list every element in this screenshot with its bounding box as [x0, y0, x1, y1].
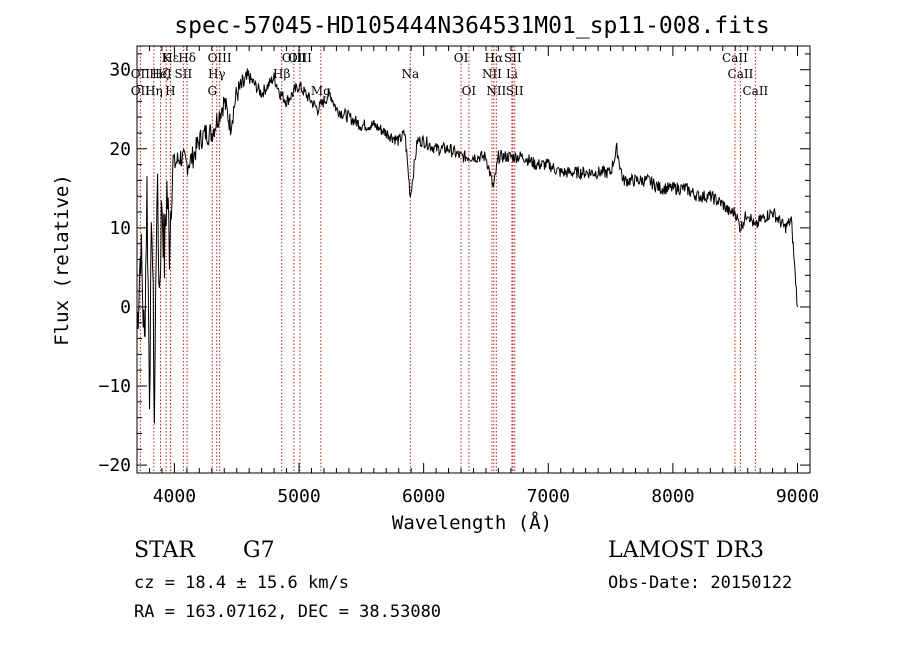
- spectral-line-label: Hδ: [178, 51, 196, 65]
- spectral-line-label: OI: [462, 84, 477, 98]
- x-tick-label: 5000: [277, 486, 320, 507]
- spectral-line-label: OII: [131, 84, 151, 98]
- coordinates: RA = 163.07162, DEC = 38.53080: [134, 602, 442, 622]
- y-axis: −20 −10 0 10 20 30: [98, 53, 810, 476]
- obs-date: Obs-Date: 20150122: [608, 573, 793, 593]
- spectral-line-label: SII: [506, 84, 524, 98]
- spectral-line-label: OIII: [288, 51, 312, 65]
- spectral-line-label: Na: [401, 67, 419, 81]
- y-axis-label: Flux (relative): [51, 174, 73, 346]
- x-tick-label: 8000: [651, 486, 694, 507]
- x-tick-label: 9000: [776, 486, 819, 507]
- chart-title: spec-57045-HD105444N364531M01_sp11-008.f…: [174, 13, 769, 39]
- spectral-line-label: OII: [131, 67, 151, 81]
- y-tick-label: −20: [98, 455, 131, 476]
- y-tick-label: −10: [98, 376, 131, 397]
- spectral-line-label: HeI: [149, 67, 172, 81]
- spectral-line-label: Hβ: [273, 67, 290, 81]
- spectral-line-label: Hζ: [152, 67, 169, 81]
- survey-name: LAMOST DR3: [608, 538, 764, 563]
- subclass: G7: [243, 538, 275, 563]
- x-tick-label: 4000: [153, 486, 196, 507]
- spectral-line-label: CaII: [728, 67, 754, 81]
- y-tick-label: 20: [109, 139, 131, 160]
- spectral-line-label: NII: [486, 84, 506, 98]
- spectral-line-label: Mg: [311, 84, 331, 98]
- object-type: STAR: [134, 538, 195, 563]
- y-tick-label: 30: [109, 60, 131, 81]
- x-tick-label: 7000: [527, 486, 570, 507]
- spectral-line-label: OIII: [282, 51, 306, 65]
- spectral-line-label: CaII: [742, 84, 768, 98]
- plot-frame: [136, 45, 811, 474]
- spectral-line-label: SII: [175, 67, 193, 81]
- y-tick-label: 0: [120, 297, 131, 318]
- flux-series-line: [136, 68, 798, 424]
- line-markers: [139, 46, 756, 473]
- spectral-line-label: G: [207, 84, 217, 98]
- spectral-line-label: K: [162, 51, 172, 65]
- spectral-line-label: Hγ: [208, 67, 226, 81]
- spectral-line-label: Li: [506, 67, 518, 81]
- y-tick-label: 10: [109, 218, 131, 239]
- spectral-line-label: NII: [482, 67, 502, 81]
- spectral-line-label: H: [165, 84, 175, 98]
- spectral-line-label: OIII: [208, 51, 232, 65]
- x-axis-label: Wavelength (Å): [392, 511, 552, 534]
- redshift-cz: cz = 18.4 ± 15.6 km/s: [134, 573, 349, 593]
- spectral-line-label: SII: [504, 51, 522, 65]
- spectral-line-label: Hα: [485, 51, 504, 65]
- spectral-line-label: Hη: [145, 84, 163, 98]
- x-axis: 4000 5000 6000 7000 8000 9000: [136, 46, 819, 507]
- spectral-line-label: OI: [454, 51, 469, 65]
- x-tick-label: 6000: [402, 486, 445, 507]
- spectral-line-label: CaII: [722, 51, 748, 65]
